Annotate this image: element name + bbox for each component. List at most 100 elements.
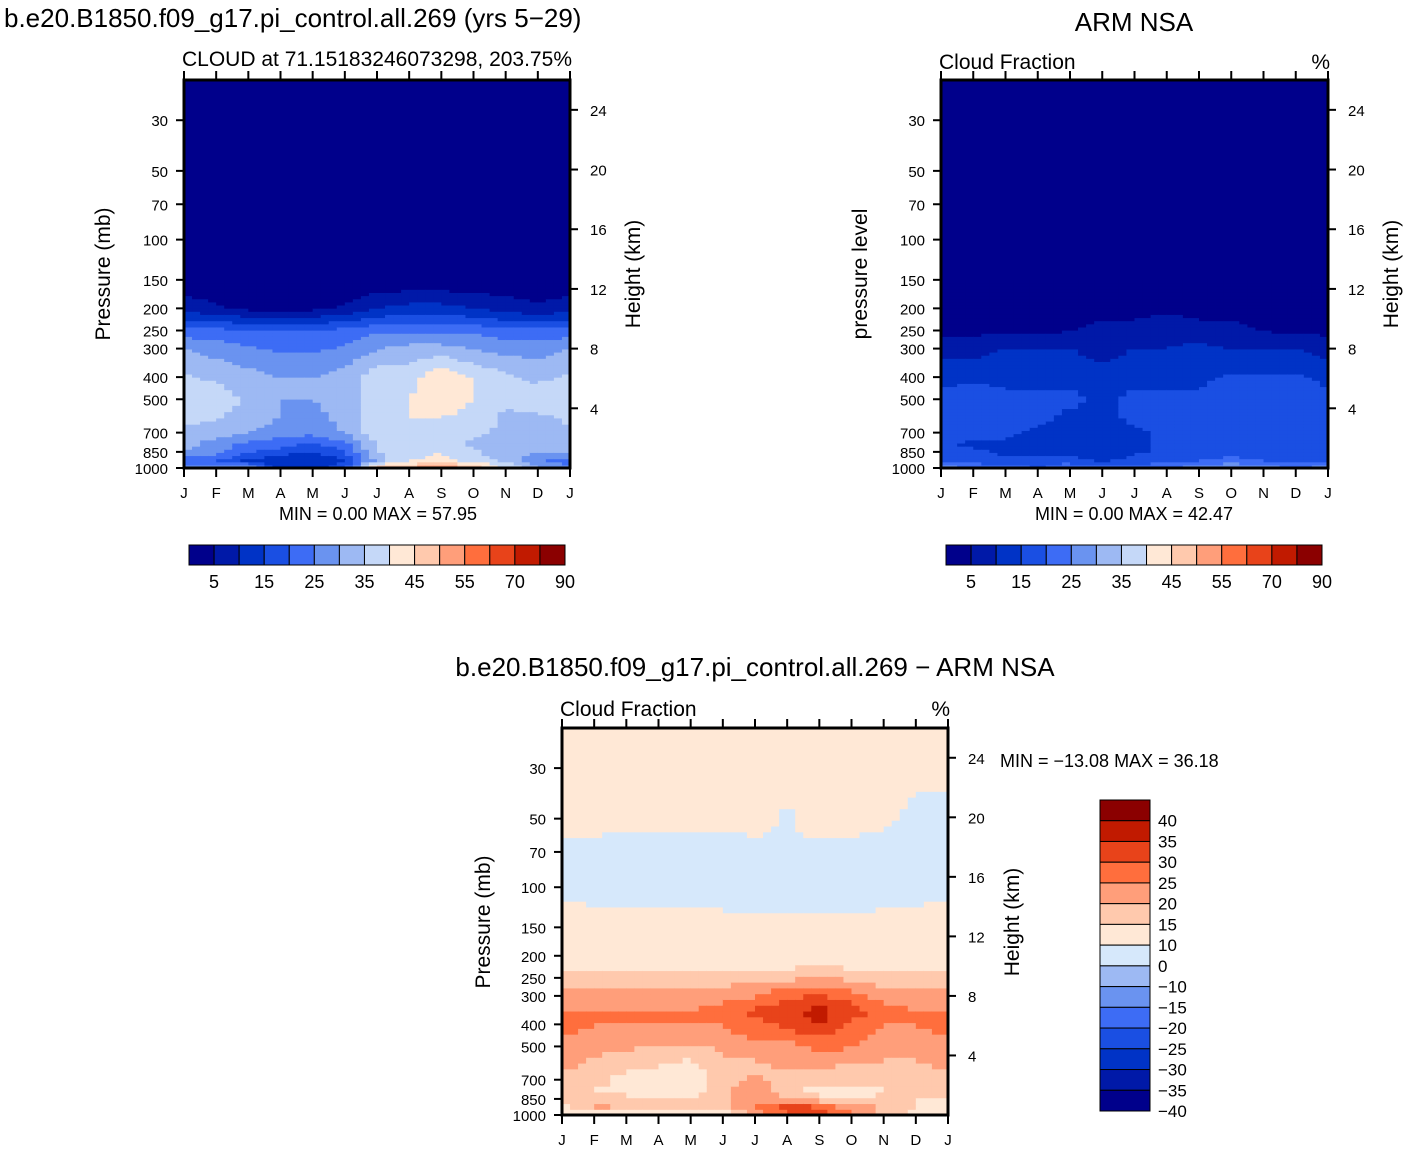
model-contour-cell [296, 339, 306, 344]
obs-contour-cell [973, 420, 982, 425]
obs-contour-cell [1190, 342, 1200, 347]
model-contour-cell [184, 433, 193, 438]
model-contour-cell [425, 361, 434, 366]
model-contour-cell [368, 449, 378, 453]
obs-contour-cell [1013, 449, 1023, 453]
obs-contour-cell [1005, 311, 1015, 315]
model-contour-cell [497, 304, 507, 309]
model-contour-cell [192, 458, 201, 463]
obs-contour-cell [941, 282, 950, 287]
model-contour-cell [529, 358, 539, 362]
obs-contour-cell [1126, 389, 1136, 394]
obs-contour-cell [949, 355, 958, 359]
obs-contour-cell [1086, 411, 1095, 416]
model-contour-cell [473, 464, 483, 468]
obs-contour-cell [965, 279, 974, 284]
model-contour-cell [417, 317, 426, 322]
model-contour-cell [505, 377, 515, 381]
model-contour-cell [457, 414, 467, 419]
obs-contour-cell [941, 361, 950, 366]
obs-contour-cell [1053, 292, 1063, 297]
obs-contour-cell [1045, 342, 1055, 347]
obs-contour-cell [1126, 323, 1136, 328]
model-contour-cell [393, 417, 402, 422]
model-contour-cell [240, 326, 249, 331]
model-contour-cell [288, 433, 298, 438]
obs-contour-cell [1021, 304, 1031, 309]
obs-contour-cell [1134, 455, 1144, 460]
obs-contour-cell [1134, 383, 1144, 388]
obs-contour-cell [1174, 446, 1184, 450]
obs-contour-cell [1078, 458, 1087, 463]
obs-contour-cell [1053, 342, 1063, 347]
model-contour-cell [296, 464, 306, 468]
obs-contour-cell [1174, 351, 1184, 356]
obs-contour-cell [1053, 279, 1063, 284]
obs-contour-cell [1029, 458, 1039, 463]
model-contour-cell [529, 330, 539, 334]
obs-contour-cell [965, 348, 974, 353]
obs-contour-cell [1037, 455, 1047, 460]
model-contour-cell [433, 402, 442, 406]
obs-contour-cell [1005, 301, 1015, 306]
obs-contour-cell [1118, 380, 1128, 384]
model-contour-cell [561, 323, 570, 328]
model-contour-cell [553, 326, 563, 331]
model-contour-cell [336, 367, 346, 372]
model-contour-cell [457, 449, 467, 453]
model-contour-cell [417, 326, 426, 331]
obs-contour-cell [1070, 295, 1079, 300]
model-contour-cell [473, 455, 483, 460]
model-contour-cell [344, 295, 354, 300]
model-colorbar-label: 25 [304, 572, 324, 592]
model-contour-cell [433, 417, 442, 422]
obs-contour-cell [1013, 298, 1023, 303]
obs-contour-cell [1118, 427, 1128, 431]
model-contour-cell [344, 342, 354, 347]
obs-contour-cell [989, 320, 999, 325]
model-contour-cell [296, 330, 306, 334]
model-contour-cell [433, 380, 442, 384]
obs-contour-cell [1190, 364, 1200, 369]
obs-contour-cell [1078, 389, 1087, 394]
model-contour-cell [352, 361, 362, 366]
model-contour-cell [256, 364, 266, 369]
obs-contour-cell [981, 442, 990, 447]
model-contour-cell [192, 295, 201, 300]
obs-contour-cell [949, 411, 958, 416]
obs-contour-cell [965, 392, 974, 397]
model-contour-cell [296, 449, 306, 453]
obs-contour-cell [1199, 358, 1208, 362]
obs-contour-cell [1013, 464, 1023, 468]
obs-contour-cell [941, 364, 950, 369]
obs-contour-cell [1126, 348, 1136, 353]
obs-contour-cell [981, 336, 990, 341]
model-contour-cell [232, 298, 241, 303]
model-contour-cell [473, 339, 483, 344]
obs-contour-cell [1045, 358, 1055, 362]
obs-contour-cell [1078, 308, 1087, 312]
model-contour-cell [328, 295, 338, 300]
model-contour-cell [200, 446, 209, 450]
obs-contour-cell [1150, 408, 1160, 413]
model-contour-cell [184, 446, 193, 450]
obs-contour-cell [1118, 320, 1128, 325]
model-contour-cell [240, 461, 249, 466]
obs-contour-cell [1094, 286, 1103, 290]
model-contour-cell [352, 389, 362, 394]
obs-contour-cell [997, 333, 1007, 337]
obs-contour-cell [965, 380, 974, 384]
model-contour-cell [417, 420, 426, 425]
model-contour-cell [481, 436, 491, 441]
obs-contour-cell [1126, 392, 1136, 397]
obs-contour-cell [1061, 452, 1071, 457]
model-contour-cell [393, 389, 402, 394]
obs-contour-cell [1013, 424, 1023, 428]
model-contour-cell [200, 320, 209, 325]
obs-contour-cell [1037, 395, 1047, 400]
model-contour-cell [264, 452, 274, 457]
obs-contour-cell [1013, 377, 1023, 381]
model-contour-cell [320, 430, 330, 435]
obs-contour-cell [1094, 314, 1103, 319]
model-contour-cell [272, 373, 282, 378]
